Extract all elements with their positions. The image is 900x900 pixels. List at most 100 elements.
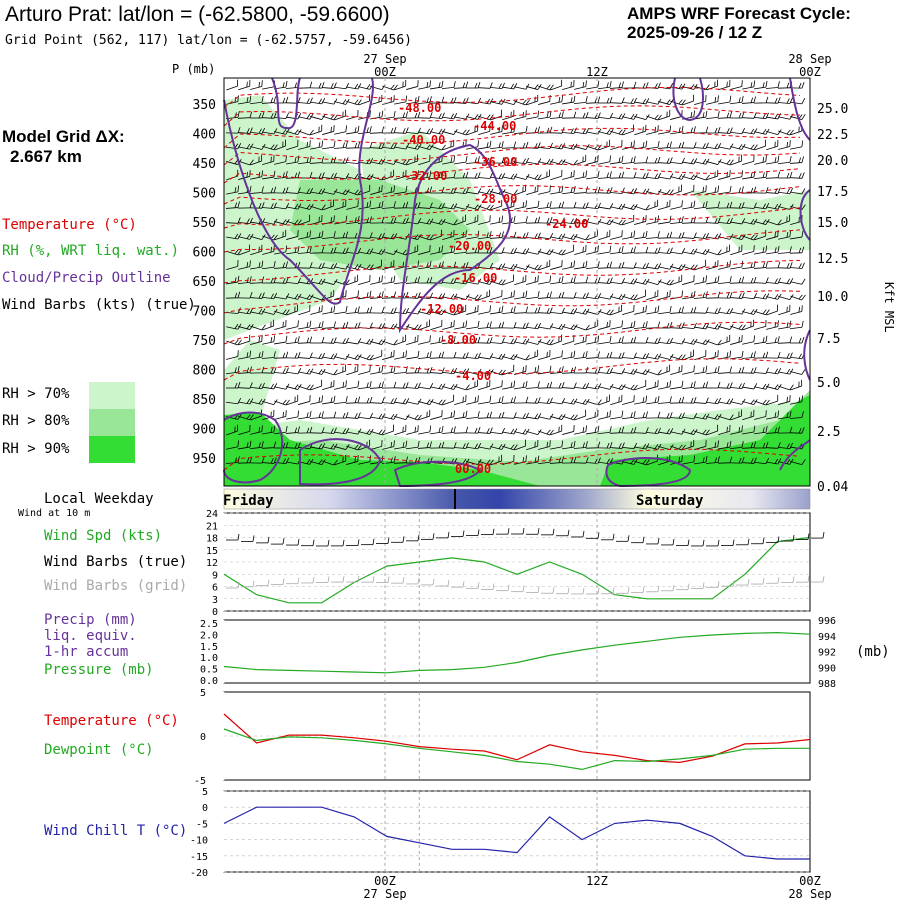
wind-barb <box>381 381 397 389</box>
wind-barb <box>526 349 539 361</box>
legend-rh80-label: RH > 80% <box>2 413 70 429</box>
wind-barb <box>754 229 767 241</box>
panel-frame <box>223 619 811 684</box>
wind-barb <box>454 410 468 420</box>
wind-barb <box>598 410 611 420</box>
wind-barb <box>562 398 578 405</box>
wind-barb <box>250 234 266 241</box>
wind-barb <box>346 380 360 390</box>
wind-barb <box>622 214 635 226</box>
grid-wind-barb <box>781 576 795 584</box>
wind-barb <box>597 426 612 435</box>
wind-barb <box>718 307 734 315</box>
grid-wind-barb <box>691 582 705 589</box>
wind-barb <box>574 335 587 345</box>
wind-barb <box>790 336 805 344</box>
wind-barb <box>574 324 590 331</box>
wind-barb <box>238 398 254 405</box>
grid-wind-barb <box>511 585 525 593</box>
wind-barb <box>669 157 685 165</box>
wind-barb <box>766 394 779 406</box>
pressure-axis-title: P (mb) <box>172 62 215 76</box>
wind-barb <box>789 262 805 269</box>
wind-barb <box>262 170 276 180</box>
wind-barb <box>658 200 671 211</box>
wind-barb <box>490 109 503 121</box>
wind-barb <box>346 444 362 451</box>
wind-barb <box>490 290 503 301</box>
wind-barb <box>766 139 779 151</box>
wind-barb <box>789 411 804 419</box>
wind-barb <box>730 324 746 331</box>
wind-barb <box>513 396 529 404</box>
wind-barb <box>382 440 395 450</box>
wind-barb <box>742 80 756 90</box>
surface-wind-barb <box>556 529 570 537</box>
wind-barb <box>730 80 743 90</box>
wind-barb <box>682 200 696 210</box>
wind-barb <box>273 112 289 120</box>
wind-barb <box>585 96 601 104</box>
wind-speed-tick: 15 <box>206 546 218 557</box>
wind-barb <box>297 426 313 434</box>
wind-barb <box>454 384 470 391</box>
wind-barb <box>561 276 576 284</box>
wind-barb <box>705 456 720 464</box>
top-time-tick: 12Z <box>586 65 608 79</box>
wind-barb <box>766 458 782 465</box>
wind-barb <box>657 231 673 239</box>
wind-barb <box>586 245 599 255</box>
wind-barb <box>694 216 709 224</box>
wind-barb <box>681 126 696 134</box>
wind-barb <box>513 306 529 314</box>
wind-barb <box>537 217 553 224</box>
windchill-tick: -10 <box>190 836 208 847</box>
wind-barb <box>585 261 600 270</box>
wind-barb <box>358 455 371 465</box>
wind-barb <box>249 276 265 284</box>
wind-barb <box>286 367 302 375</box>
page-title: Arturo Prat: lat/lon = (-62.5800, -59.66… <box>5 3 390 26</box>
wind-barb <box>430 245 443 255</box>
surface-wind-barb <box>616 535 630 542</box>
wind-barb <box>634 395 648 405</box>
wind-barb <box>754 320 767 331</box>
wind-barb <box>298 410 312 420</box>
wind-barb <box>622 278 638 285</box>
wind-barb <box>646 305 660 315</box>
wind-barb <box>778 129 794 136</box>
wind-barb <box>610 320 623 330</box>
wind-barb <box>249 441 264 450</box>
wind-barb <box>381 142 398 150</box>
pressure-unit: (mb) <box>856 644 890 660</box>
wind-barb <box>490 279 506 286</box>
wind-barb <box>610 129 626 136</box>
wind-barb <box>729 95 744 105</box>
wind-barb <box>705 111 720 120</box>
wind-barb <box>405 276 420 284</box>
wind-barb <box>382 350 395 360</box>
grid-wind-barb <box>631 586 645 594</box>
temperature-tick: 5 <box>200 688 206 699</box>
pressure-tick-label: 700 <box>193 305 216 320</box>
wind-barb <box>670 274 683 286</box>
wind-barb <box>478 125 491 136</box>
wind-barb <box>441 335 456 345</box>
precip-liq-label: liq. equiv. <box>44 628 137 644</box>
wind-barb <box>789 427 805 434</box>
wind-barb <box>562 350 576 360</box>
temperature-contour-labels: -48.00 -44.00 -40.00 -36.00 -32.00 -28.00 -24.… <box>398 101 588 476</box>
wind-barb <box>562 80 575 91</box>
wind-barb <box>237 201 253 209</box>
surface-wind-barb <box>541 528 555 536</box>
wind-barb <box>285 352 301 359</box>
wind-spd-label: Wind Spd (kts) <box>44 528 163 544</box>
pressure-tick: 996 <box>818 616 836 627</box>
wind-barb <box>646 395 660 405</box>
surface-wind-barb <box>316 539 330 547</box>
height-tick-label: 7.5 <box>817 332 840 347</box>
temperature-contour-label: -28.00 <box>474 192 517 206</box>
wind-barb <box>694 185 707 195</box>
grid-wind-barb <box>226 581 240 589</box>
